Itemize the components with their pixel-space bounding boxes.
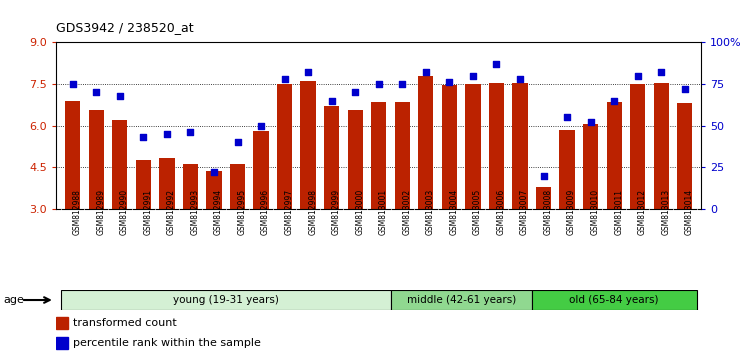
Text: GSM812990: GSM812990	[120, 189, 129, 235]
Bar	[56, 337, 68, 349]
Text: GSM812999: GSM812999	[332, 189, 340, 235]
Text: percentile rank within the sample: percentile rank within the sample	[74, 338, 261, 348]
Point	[467, 73, 479, 79]
Text: GSM813009: GSM813009	[567, 189, 576, 235]
Text: GSM812988: GSM812988	[73, 189, 82, 235]
Text: GSM812998: GSM812998	[308, 189, 317, 235]
Bar	[630, 84, 645, 209]
Text: GSM813013: GSM813013	[662, 189, 670, 235]
Bar	[61, 290, 391, 310]
Point	[656, 70, 668, 75]
Text: GSM813014: GSM813014	[685, 189, 694, 235]
Point	[373, 81, 385, 87]
Bar	[653, 83, 669, 209]
Text: GSM813001: GSM813001	[379, 189, 388, 235]
Point	[90, 90, 102, 95]
Text: GSM813002: GSM813002	[402, 189, 411, 235]
Point	[514, 76, 526, 82]
Bar	[254, 131, 268, 209]
Bar	[394, 102, 410, 209]
Text: GSM812997: GSM812997	[284, 189, 293, 235]
Point	[278, 76, 290, 82]
Text: GSM812993: GSM812993	[190, 189, 200, 235]
Point	[326, 98, 338, 104]
Point	[114, 93, 126, 98]
Point	[538, 173, 550, 178]
Bar	[371, 102, 386, 209]
Point	[67, 81, 79, 87]
Text: young (19-31 years): young (19-31 years)	[172, 295, 279, 305]
Point	[184, 130, 196, 135]
Text: GSM813008: GSM813008	[544, 189, 553, 235]
Bar	[277, 84, 292, 209]
Bar	[442, 85, 457, 209]
Bar	[512, 83, 528, 209]
Bar	[301, 81, 316, 209]
Bar	[391, 290, 532, 310]
Text: GDS3942 / 238520_at: GDS3942 / 238520_at	[56, 21, 194, 34]
Text: GSM813005: GSM813005	[473, 189, 482, 235]
Text: GSM813000: GSM813000	[356, 189, 364, 235]
Point	[584, 120, 596, 125]
Point	[137, 135, 149, 140]
Text: GSM813003: GSM813003	[426, 189, 435, 235]
Bar	[560, 130, 574, 209]
Text: GSM812989: GSM812989	[96, 189, 105, 235]
Bar	[489, 83, 504, 209]
Text: GSM812991: GSM812991	[143, 189, 152, 235]
Bar	[536, 187, 551, 209]
Bar	[183, 165, 198, 209]
Text: GSM812995: GSM812995	[238, 189, 247, 235]
Bar	[65, 101, 80, 209]
Bar	[136, 160, 151, 209]
Text: old (65-84 years): old (65-84 years)	[569, 295, 659, 305]
Bar	[677, 103, 692, 209]
Bar	[419, 76, 434, 209]
Bar	[324, 106, 339, 209]
Text: GSM813011: GSM813011	[614, 189, 623, 235]
Point	[161, 131, 173, 137]
Bar	[532, 290, 697, 310]
Bar	[465, 84, 481, 209]
Point	[561, 115, 573, 120]
Point	[232, 139, 244, 145]
Text: GSM813007: GSM813007	[520, 189, 529, 235]
Text: GSM812996: GSM812996	[261, 189, 270, 235]
Point	[208, 170, 220, 175]
Text: GSM813010: GSM813010	[590, 189, 599, 235]
Point	[420, 70, 432, 75]
Bar	[607, 102, 622, 209]
Point	[490, 61, 502, 67]
Text: GSM812992: GSM812992	[167, 189, 176, 235]
Text: middle (42-61 years): middle (42-61 years)	[406, 295, 516, 305]
Bar	[159, 158, 175, 209]
Bar	[88, 110, 104, 209]
Text: GSM813004: GSM813004	[449, 189, 458, 235]
Point	[443, 80, 455, 85]
Point	[608, 98, 620, 104]
Point	[255, 123, 267, 129]
Bar	[206, 171, 221, 209]
Bar	[56, 318, 68, 329]
Point	[396, 81, 408, 87]
Bar	[583, 124, 598, 209]
Point	[350, 90, 361, 95]
Text: age: age	[4, 295, 25, 305]
Text: GSM812994: GSM812994	[214, 189, 223, 235]
Point	[632, 73, 644, 79]
Bar	[230, 165, 245, 209]
Text: GSM813006: GSM813006	[496, 189, 506, 235]
Bar	[347, 110, 363, 209]
Point	[679, 86, 691, 92]
Point	[302, 70, 314, 75]
Text: transformed count: transformed count	[74, 318, 177, 329]
Bar	[112, 120, 128, 209]
Text: GSM813012: GSM813012	[638, 189, 646, 235]
